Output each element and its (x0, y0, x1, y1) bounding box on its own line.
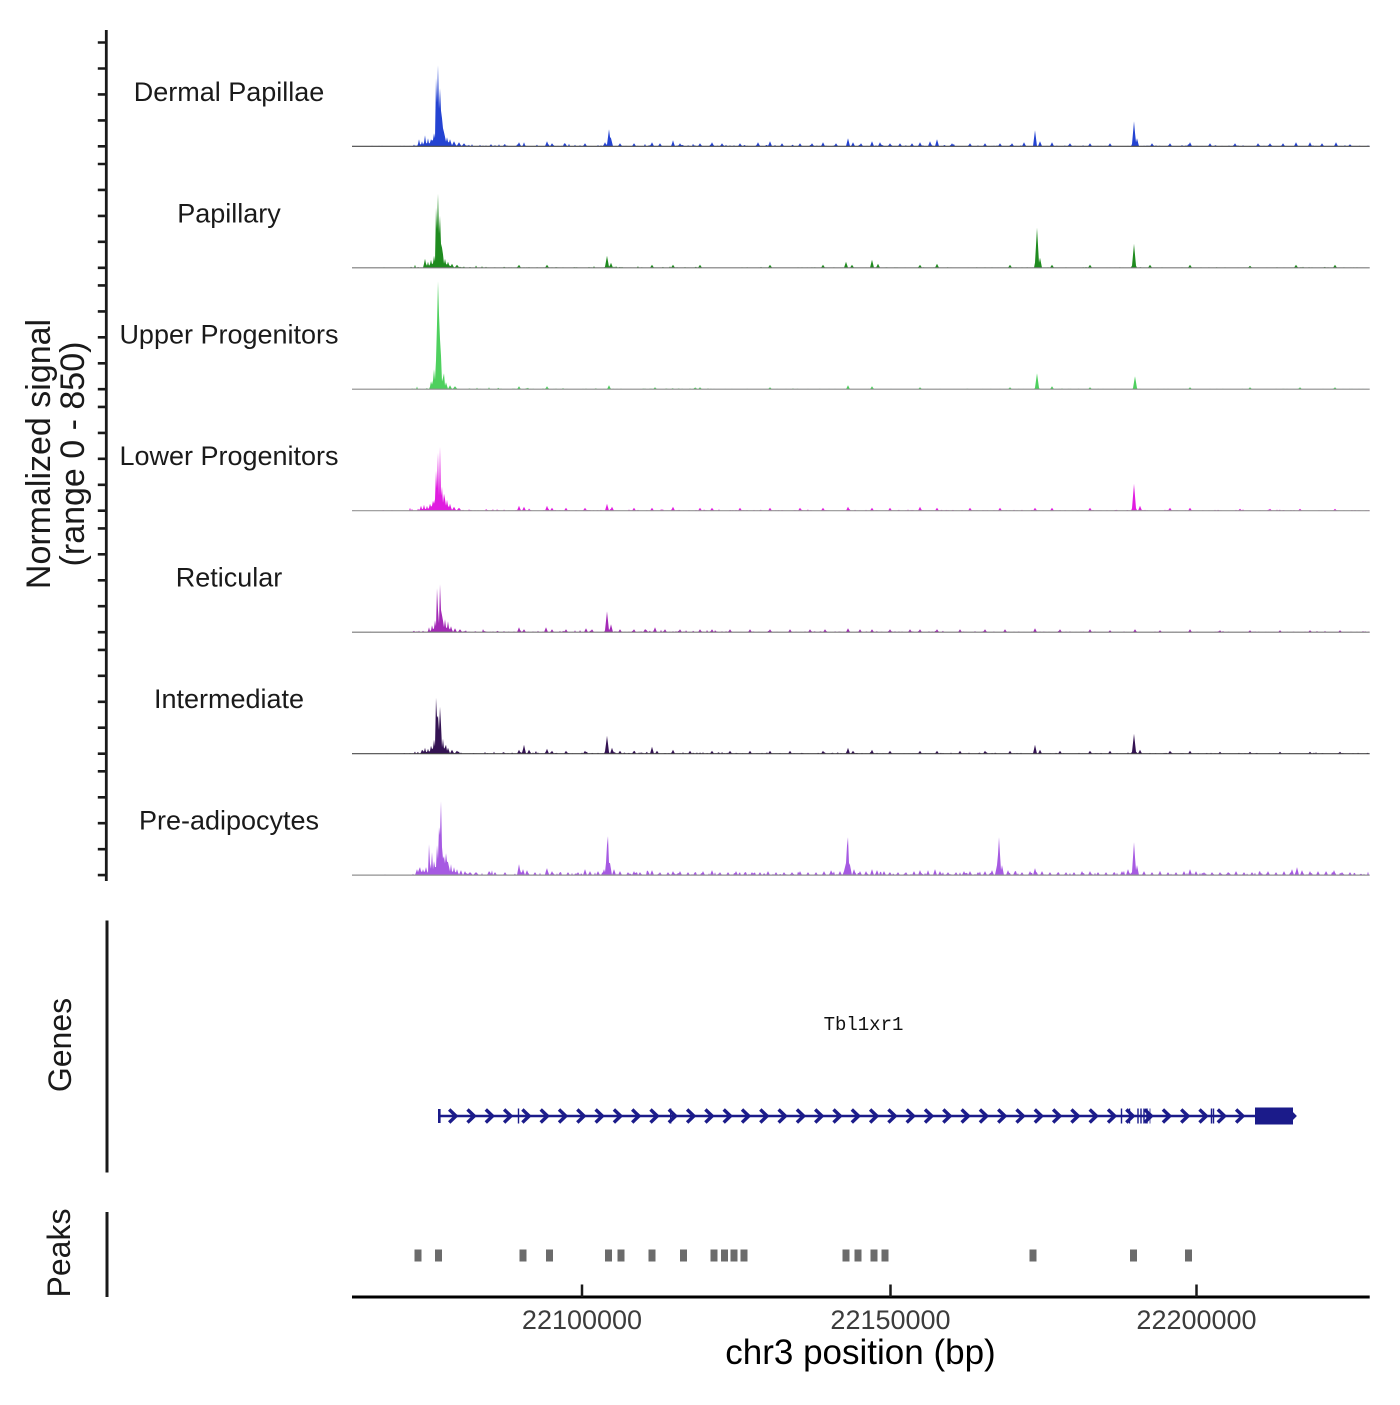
svg-text:22150000: 22150000 (830, 1305, 950, 1335)
svg-text:Tbl1xr1: Tbl1xr1 (824, 1014, 904, 1036)
svg-text:chr3 position (bp): chr3 position (bp) (725, 1333, 995, 1372)
svg-text:Normalized signal: Normalized signal (20, 319, 58, 589)
svg-text:Dermal Papillae: Dermal Papillae (134, 77, 325, 107)
svg-text:Pre-adipocytes: Pre-adipocytes (139, 806, 319, 836)
svg-text:Papillary: Papillary (177, 198, 281, 228)
svg-text:22200000: 22200000 (1136, 1305, 1256, 1335)
svg-text:Reticular: Reticular (176, 563, 283, 593)
svg-text:Peaks: Peaks (41, 1209, 77, 1298)
svg-text:Lower Progenitors: Lower Progenitors (119, 441, 338, 471)
svg-text:22100000: 22100000 (522, 1305, 642, 1335)
svg-text:(range 0 - 850): (range 0 - 850) (54, 342, 92, 567)
svg-text:Intermediate: Intermediate (154, 684, 304, 714)
svg-text:Genes: Genes (42, 998, 78, 1092)
svg-text:Upper Progenitors: Upper Progenitors (119, 320, 338, 350)
